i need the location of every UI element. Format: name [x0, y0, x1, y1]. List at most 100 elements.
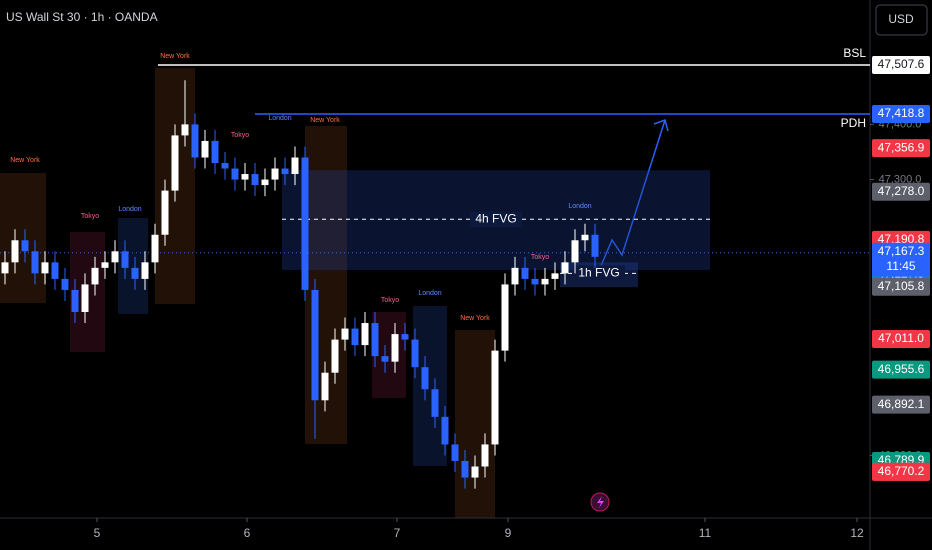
price-tag — [872, 139, 930, 158]
candle-body — [381, 356, 389, 362]
lightning — [597, 496, 604, 508]
candle-body — [361, 323, 369, 346]
candle-body — [311, 289, 319, 401]
candle-body — [491, 350, 499, 445]
price-tag-label: 46,892.1 — [878, 397, 925, 411]
candle-body — [251, 174, 259, 186]
x-tick-label: 6 — [244, 526, 251, 540]
candle-body — [1, 262, 9, 274]
x-tick-label: 5 — [94, 526, 101, 540]
y-tick-label: 47,300.0 — [879, 173, 922, 185]
price-tag — [872, 462, 930, 481]
candle-body — [341, 328, 349, 340]
candle-body — [101, 262, 109, 268]
candle-body — [91, 267, 99, 285]
candle-body — [131, 267, 139, 279]
candle-body — [241, 174, 249, 180]
session-label: London — [118, 206, 141, 213]
symbol-title: US Wall St 30 · 1h · OANDA — [6, 10, 158, 24]
candle-body — [211, 140, 219, 164]
candle-body — [431, 389, 439, 417]
candle-body — [571, 240, 579, 263]
candle-body — [301, 157, 309, 290]
price-tag — [872, 360, 930, 379]
candle-body — [451, 444, 459, 461]
candle-body — [141, 262, 149, 279]
currency-button[interactable] — [875, 4, 928, 36]
fvg-label-bg — [470, 211, 522, 228]
candle-body — [181, 124, 189, 136]
candle-body — [11, 240, 19, 263]
candle-body — [271, 168, 279, 180]
price-tag-label: 47,278.0 — [878, 184, 925, 198]
candle-body — [261, 179, 269, 186]
session-label: Tokyo — [531, 254, 549, 261]
candle-body — [231, 168, 239, 180]
price-tag-label: 46,955.6 — [878, 362, 925, 376]
session-label: Tokyo — [381, 297, 399, 304]
price-tag — [872, 277, 930, 296]
session-label: New York — [310, 117, 340, 124]
candle-body — [351, 328, 359, 346]
x-tick-label: 7 — [394, 526, 401, 540]
x-tick-label: 11 — [699, 526, 712, 540]
candle-body — [471, 466, 479, 478]
candle-body — [171, 135, 179, 191]
currency-label[interactable]: USD — [888, 12, 914, 26]
candle-body — [221, 163, 229, 169]
price-tag — [872, 105, 930, 124]
candle-body — [511, 267, 519, 285]
candle-body — [121, 251, 129, 268]
price-tag — [872, 395, 930, 414]
candle-body — [191, 124, 199, 158]
candle-body — [371, 323, 379, 357]
price-tag-label: 47,418.8 — [878, 106, 925, 120]
fvg-label: 4h FVG — [475, 211, 516, 225]
price-tag — [872, 56, 930, 75]
price-tag-label: 47,190.8 — [878, 232, 925, 246]
candle-body — [201, 140, 209, 158]
candle-body — [461, 460, 469, 478]
session-label: Tokyo — [81, 213, 99, 220]
candle-body — [411, 339, 419, 368]
candle-body — [41, 262, 49, 274]
candle-body — [71, 289, 79, 313]
candle-body — [401, 334, 409, 340]
candle-body — [441, 416, 449, 445]
session-box — [455, 330, 495, 518]
candle-body — [391, 334, 399, 362]
candle-body — [531, 278, 539, 285]
current-price-label: 47,167.3 — [878, 244, 925, 258]
candle-body — [421, 367, 429, 390]
candle-body — [331, 339, 339, 373]
price-tag-label: 46,770.2 — [878, 464, 925, 478]
current-price-tag — [872, 242, 930, 277]
arrow-head — [653, 119, 669, 132]
fvg-label-bg — [573, 265, 625, 282]
session-label: Tokyo — [231, 132, 249, 139]
candle-body — [551, 273, 559, 279]
candle-body — [581, 234, 589, 241]
price-tag — [872, 330, 930, 349]
level-label: PDH — [841, 116, 866, 130]
x-tick-label: 12 — [850, 526, 864, 540]
candle-body — [501, 284, 509, 351]
x-tick-label: 9 — [505, 526, 512, 540]
candle-body — [111, 251, 119, 263]
price-tag-label: 47,507.6 — [878, 57, 925, 71]
session-box — [0, 173, 46, 303]
candle-body — [321, 372, 329, 401]
session-label: London — [418, 290, 441, 297]
candle-body — [291, 157, 299, 175]
session-label: London — [268, 115, 291, 122]
candle-body — [561, 262, 569, 274]
price-tag-label: 47,011.0 — [878, 331, 924, 345]
candle-body — [61, 278, 69, 290]
session-label: London — [568, 203, 591, 210]
price-tag-label: 47,356.9 — [878, 140, 925, 154]
candle-body — [81, 284, 89, 313]
candle-body — [541, 278, 549, 285]
price-tag-label: 47,105.8 — [878, 279, 925, 293]
candle-body — [481, 444, 489, 467]
